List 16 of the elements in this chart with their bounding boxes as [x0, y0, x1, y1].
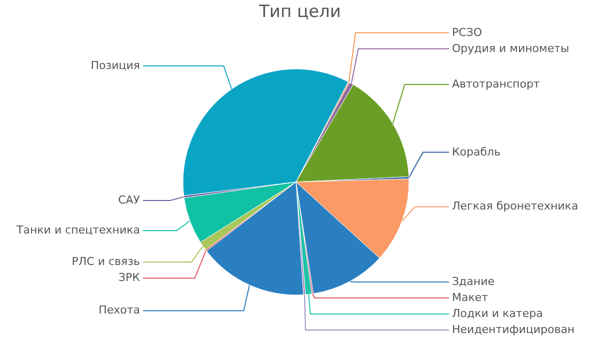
- slice-label: Орудия и минометы: [452, 42, 570, 55]
- slice-label: САУ: [118, 194, 140, 207]
- slice-label: ЗРК: [118, 271, 140, 284]
- slice-label: РЛС и связь: [72, 255, 140, 268]
- slice-label: Здание: [452, 275, 495, 288]
- slice-label: Легкая бронетехника: [452, 200, 578, 213]
- slice-label: Неидентифицирован: [452, 323, 575, 336]
- slice-label: Макет: [452, 291, 489, 304]
- slice-label: Танки и спецтехника: [16, 224, 140, 237]
- slice-label: РСЗО: [452, 26, 482, 39]
- slice-label: Лодки и катера: [452, 307, 543, 320]
- slice-label: Автотранспорт: [452, 78, 540, 91]
- slice-label: Пехота: [98, 304, 140, 317]
- slice-label: Корабль: [452, 145, 501, 158]
- chart-title: Тип цели: [258, 2, 341, 22]
- slice-label: Позиция: [90, 58, 140, 72]
